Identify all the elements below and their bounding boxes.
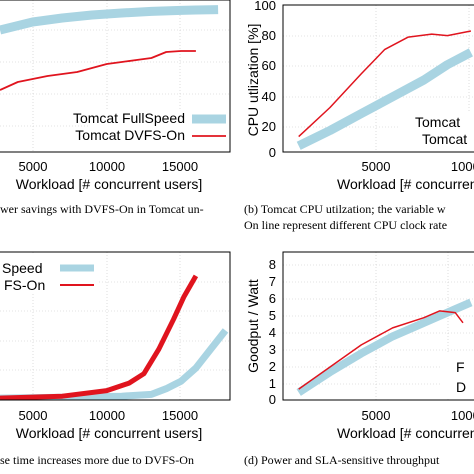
panel-c-legend	[0, 253, 98, 293]
panel-c-legend-dvfs-label: FS-On	[4, 277, 45, 293]
panel-b-series-dvfs	[298, 30, 472, 138]
panel-b-xlabel: Workload [# concurrent	[337, 176, 474, 192]
panel-c-xtick-10000: 10000	[89, 408, 125, 423]
panel-a: Tomcat FullSpeed Tomcat DVFS-On 5000 100…	[0, 0, 231, 216]
panel-b-legend-label-2: Tomcat	[422, 131, 467, 147]
panel-d-ytick-1: 1	[269, 376, 276, 391]
panel-b-ylabel: CPU utlization [%]	[245, 24, 261, 137]
panel-b-ytick-60: 60	[262, 58, 276, 73]
panel-b-caption-line1: (b) Tomcat CPU utilzation; the variable …	[244, 202, 446, 216]
panel-a-legend-dvfs-label: Tomcat DVFS-On	[75, 127, 185, 143]
panel-b-ytick-40: 40	[262, 89, 276, 104]
panel-b-ytick-0: 0	[269, 145, 276, 160]
panel-b-legend	[400, 112, 474, 150]
panel-c-frame	[0, 251, 231, 401]
panel-b: Tomcat Tomcat 0 20 40 60 80 100 CPU utli…	[244, 0, 474, 232]
panel-c-xlabel: Workload [# concurrent users]	[16, 425, 203, 441]
panel-d-legend-label-2: D	[456, 379, 466, 395]
panel-d-ytick-0: 0	[269, 392, 276, 407]
panel-a-series-fullspeed	[0, 5, 219, 35]
panel-c-xtick-5000: 5000	[19, 408, 48, 423]
panel-c-xtick-15000: 15000	[162, 408, 198, 423]
panel-b-legend-label-1: Tomcat	[415, 114, 460, 130]
panel-a-xtick-15000: 15000	[162, 159, 198, 174]
panel-b-ytick-100: 100	[254, 0, 276, 13]
panel-b-series-fullspeed	[296, 48, 473, 150]
panel-c-series-dvfs	[0, 274, 199, 400]
panel-d-ytick-2: 2	[269, 359, 276, 374]
panel-d-xlabel: Workload [# concurrent	[337, 425, 474, 441]
panel-d-series-dvfs	[298, 310, 464, 390]
panel-c: Speed FS-On 5000 10000 15000 Workload [#…	[0, 251, 231, 467]
panel-a-series-dvfs	[0, 50, 196, 91]
panel-d-frame	[282, 251, 474, 401]
panel-d-xtick-10000: 10000	[451, 408, 474, 423]
panel-d-ytick-7: 7	[269, 274, 276, 289]
panel-d-series-fullspeed	[296, 298, 473, 396]
panel-b-frame	[282, 4, 474, 153]
panel-b-caption-line2: On line represent different CPU clock ra…	[244, 218, 447, 232]
panel-b-xtick-5000: 5000	[362, 159, 391, 174]
panel-d-ytick-5: 5	[269, 308, 276, 323]
panel-d-ytick-3: 3	[269, 342, 276, 357]
panel-d-ytick-6: 6	[269, 291, 276, 306]
panel-d-ylabel: Goodput / Watt	[245, 279, 261, 373]
panel-d-caption-line1: (d) Power and SLA-sensitive throughput	[244, 453, 440, 467]
panel-a-legend-fullspeed-label: Tomcat FullSpeed	[73, 110, 185, 126]
panel-d-legend-label-1: F	[456, 359, 465, 375]
panel-a-frame	[0, 0, 231, 153]
panel-d-xtick-5000: 5000	[362, 408, 391, 423]
panel-d: F D 0 1 2 3 4 5 6 7 8 Goodput / Watt 500…	[244, 251, 474, 467]
panel-a-caption-line1: wer savings with DVFS-On in Tomcat un-	[0, 202, 204, 216]
panel-c-caption-line1: se time increases more due to DVFS-On	[0, 453, 194, 467]
panel-c-legend-fullspeed-label: Speed	[2, 260, 42, 276]
panel-b-ytick-80: 80	[262, 28, 276, 43]
panel-a-xlabel: Workload [# concurrent users]	[16, 176, 203, 192]
panel-b-xtick-10000: 10000	[451, 159, 474, 174]
panel-a-xtick-5000: 5000	[19, 159, 48, 174]
panel-b-ytick-20: 20	[262, 119, 276, 134]
panel-d-ytick-8: 8	[269, 257, 276, 272]
panel-c-series-fullspeed	[0, 328, 229, 400]
panel-a-xtick-10000: 10000	[89, 159, 125, 174]
panel-d-ytick-4: 4	[269, 325, 276, 340]
panel-d-legend	[440, 352, 474, 398]
